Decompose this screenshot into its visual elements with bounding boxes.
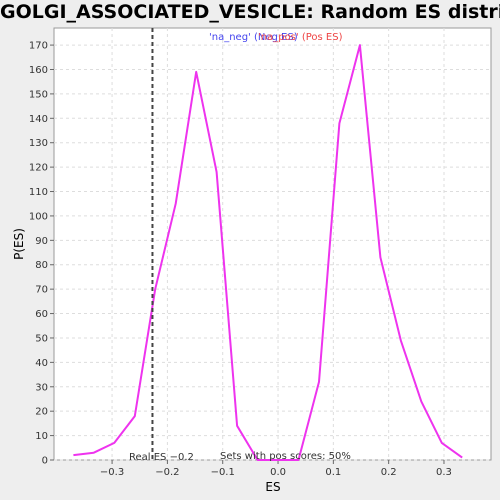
- real-es-label: Real ES −0.2: [129, 452, 194, 463]
- y-tick-label: 0: [42, 456, 48, 467]
- y-tick-label: 140: [29, 114, 48, 125]
- x-tick-label: 0.0: [270, 467, 286, 478]
- legend-neg-label: 'na_neg' (Neg ES): [209, 32, 298, 43]
- series: [73, 44, 463, 461]
- y-tick-label: 20: [35, 407, 48, 418]
- series-line: [73, 44, 463, 461]
- x-tick-label: −0.3: [100, 467, 124, 478]
- y-tick-label: 90: [35, 236, 48, 247]
- x-tick-label: 0.3: [436, 467, 452, 478]
- y-tick-label: 60: [35, 309, 48, 320]
- y-tick-label: 120: [29, 163, 48, 174]
- y-tick-label: 30: [35, 382, 48, 393]
- y-tick-label: 10: [35, 431, 48, 442]
- x-tick-label: −0.1: [211, 467, 235, 478]
- y-tick-label: 70: [35, 285, 48, 296]
- grid: [54, 28, 491, 461]
- x-axis: −0.3 −0.2 −0.1 0.0 0.1 0.2 0.3: [100, 460, 452, 478]
- pos-scores-label: Sets with pos scores: 50%: [220, 451, 351, 462]
- x-tick-label: −0.2: [155, 467, 179, 478]
- y-tick-label: 160: [29, 65, 48, 76]
- plot-area: [53, 27, 492, 461]
- y-tick-label: 50: [35, 333, 48, 344]
- legend-pos-label: 'na_pos' (Pos ES): [258, 32, 343, 43]
- y-tick-label: 40: [35, 358, 48, 369]
- x-axis-title: ES: [265, 480, 280, 494]
- y-tick-label: 110: [29, 187, 48, 198]
- y-tick-label: 130: [29, 138, 48, 149]
- x-tick-label: 0.1: [325, 467, 341, 478]
- y-tick-label: 150: [29, 89, 48, 100]
- y-axis-title: P(ES): [12, 228, 26, 260]
- x-tick-label: 0.2: [381, 467, 397, 478]
- y-tick-label: 100: [29, 211, 48, 222]
- y-axis: 0 10 20 30 40 50 60 70 80 90 100 110 120 130 140 150 160…: [29, 41, 54, 467]
- y-tick-label: 80: [35, 260, 48, 271]
- chart-title: GOLGI_ASSOCIATED_VESICLE: Random ES dist…: [0, 1, 500, 23]
- y-tick-label: 170: [29, 41, 48, 52]
